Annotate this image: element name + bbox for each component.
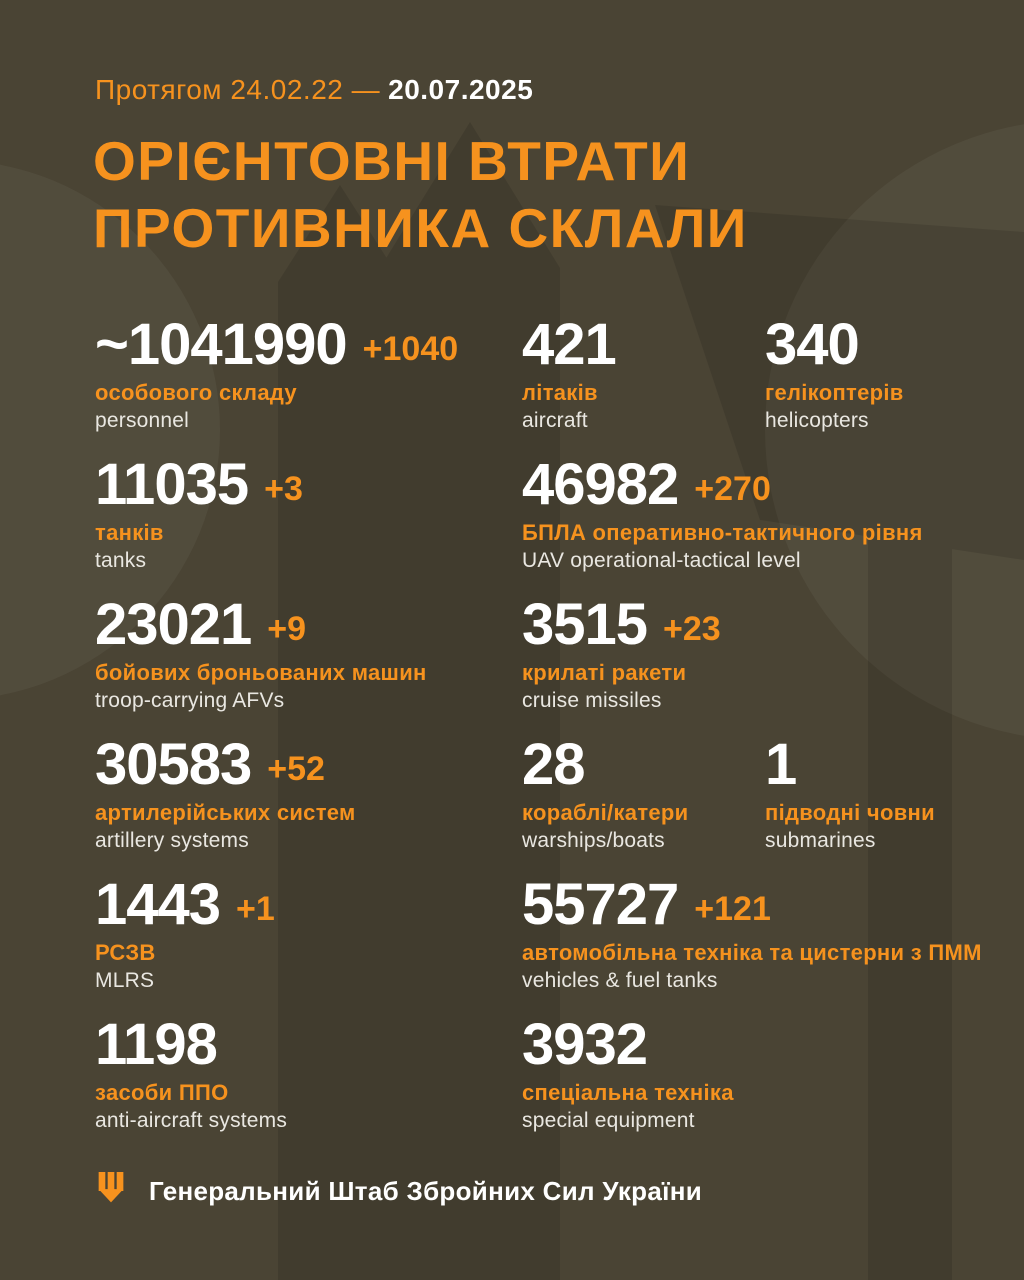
stats-row-5: 1443 +1 РСЗВ MLRS 55727 +121 автомобільн… — [95, 876, 984, 1016]
stat-uav-value: 46982 — [522, 452, 679, 517]
stats-row-3: 23021 +9 бойових броньованих машин troop… — [95, 596, 984, 736]
stat-tanks: 11035 +3 танків tanks — [95, 456, 522, 596]
stat-afv-label-ua: бойових броньованих машин — [95, 660, 427, 685]
stat-cruise-missiles-delta: +23 — [663, 610, 721, 648]
period-current-date: 20.07.2025 — [388, 74, 534, 105]
stat-artillery-delta: +52 — [267, 750, 325, 788]
stat-vehicles-delta: +121 — [694, 890, 771, 928]
stat-tanks-label-en: tanks — [95, 549, 147, 573]
stat-afv: 23021 +9 бойових броньованих машин troop… — [95, 596, 522, 736]
losses-stats-grid: ~1041990 +1040 особового складу personne… — [95, 316, 984, 1156]
stat-warships: 28 кораблі/катери warships/boats — [522, 736, 765, 876]
stats-row-1: ~1041990 +1040 особового складу personne… — [95, 316, 984, 456]
stat-personnel-label-en: personnel — [95, 409, 190, 433]
stat-submarines-label-ua: підводні човни — [765, 800, 935, 825]
stat-helicopters: 340 гелікоптерів helicopters — [765, 316, 984, 456]
stat-mlrs-label-ua: РСЗВ — [95, 940, 156, 965]
stat-cruise-missiles: 3515 +23 крилаті ракети cruise missiles — [522, 596, 721, 736]
stat-mlrs-delta: +1 — [236, 890, 275, 928]
stat-anti-aircraft: 1198 засоби ППО anti-aircraft systems — [95, 1016, 522, 1156]
stat-anti-aircraft-label-ua: засоби ППО — [95, 1080, 229, 1105]
stats-row-5-right: 55727 +121 автомобільна техніка та цисте… — [522, 876, 984, 1016]
stat-special-equipment-value: 3932 — [522, 1012, 648, 1077]
stat-special-equipment: 3932 спеціальна техніка special equipmen… — [522, 1016, 734, 1156]
stat-special-equipment-label-en: special equipment — [522, 1109, 695, 1133]
stat-aircraft-label-en: aircraft — [522, 409, 588, 433]
stat-warships-label-ua: кораблі/катери — [522, 800, 689, 825]
stat-artillery-label-en: artillery systems — [95, 829, 249, 853]
stat-submarines: 1 підводні човни submarines — [765, 736, 984, 876]
stat-anti-aircraft-value: 1198 — [95, 1012, 218, 1077]
stat-artillery-label-ua: артилерійських систем — [95, 800, 356, 825]
stat-tanks-delta: +3 — [264, 470, 303, 508]
period-start-label: Протягом 24.02.22 — — [95, 74, 381, 105]
stat-cruise-missiles-value: 3515 — [522, 592, 648, 657]
stat-afv-delta: +9 — [267, 610, 307, 648]
stats-row-2-right: 46982 +270 БПЛА оперативно-тактичного рі… — [522, 456, 984, 596]
stat-helicopters-label-en: helicopters — [765, 409, 869, 433]
stat-uav-label-ua: БПЛА оперативно-тактичного рівня — [522, 520, 923, 545]
stat-mlrs-value: 1443 — [95, 872, 221, 937]
stat-vehicles: 55727 +121 автомобільна техніка та цисте… — [522, 876, 982, 1016]
stat-vehicles-value: 55727 — [522, 872, 679, 937]
stat-personnel: ~1041990 +1040 особового складу personne… — [95, 316, 522, 456]
stat-uav-delta: +270 — [694, 470, 771, 508]
stat-submarines-value: 1 — [765, 732, 797, 797]
stat-mlrs: 1443 +1 РСЗВ MLRS — [95, 876, 522, 1016]
stat-uav: 46982 +270 БПЛА оперативно-тактичного рі… — [522, 456, 923, 596]
stat-aircraft-value: 421 — [522, 312, 617, 377]
stat-personnel-delta: +1040 — [362, 330, 459, 368]
stat-anti-aircraft-label-en: anti-aircraft systems — [95, 1109, 288, 1133]
stat-artillery: 30583 +52 артилерійських систем artiller… — [95, 736, 522, 876]
title-line-2: ПРОТИВНИКА СКЛАЛИ — [93, 197, 748, 260]
footer: Генеральний Штаб Збройних Сил України — [95, 1172, 702, 1210]
stat-submarines-label-en: submarines — [765, 829, 876, 853]
stat-aircraft-label-ua: літаків — [522, 380, 598, 405]
stat-helicopters-value: 340 — [765, 312, 860, 377]
page-title: ОРІЄНТОВНІ ВТРАТИ ПРОТИВНИКА СКЛАЛИ — [93, 128, 748, 262]
stats-row-4-right: 28 кораблі/катери warships/boats 1 підво… — [522, 736, 984, 876]
ukraine-trident-icon — [98, 1172, 124, 1203]
title-line-1: ОРІЄНТОВНІ ВТРАТИ — [93, 130, 691, 192]
stat-special-equipment-label-ua: спеціальна техніка — [522, 1080, 734, 1105]
stat-afv-label-en: troop-carrying AFVs — [95, 689, 285, 713]
stat-cruise-missiles-label-ua: крилаті ракети — [522, 660, 687, 685]
stat-cruise-missiles-label-en: cruise missiles — [522, 689, 662, 713]
stat-helicopters-label-ua: гелікоптерів — [765, 380, 904, 405]
stats-row-4: 30583 +52 артилерійських систем artiller… — [95, 736, 984, 876]
stat-warships-label-en: warships/boats — [522, 829, 665, 853]
stat-vehicles-label-en: vehicles & fuel tanks — [522, 969, 718, 993]
stat-personnel-value: ~1041990 — [95, 312, 348, 377]
stats-row-3-right: 3515 +23 крилаті ракети cruise missiles — [522, 596, 984, 736]
stat-mlrs-label-en: MLRS — [95, 969, 155, 993]
stat-tanks-label-ua: танків — [95, 520, 164, 545]
stats-row-1-right: 421 літаків aircraft 340 гелікоптерів he… — [522, 316, 984, 456]
stats-row-2: 11035 +3 танків tanks 46982 +270 БПЛА оп… — [95, 456, 984, 596]
reporting-period: Протягом 24.02.22 —20.07.2025 — [95, 74, 533, 106]
stat-artillery-value: 30583 — [95, 732, 252, 797]
stats-row-6: 1198 засоби ППО anti-aircraft systems 39… — [95, 1016, 984, 1156]
stat-tanks-value: 11035 — [95, 452, 249, 517]
stats-row-6-right: 3932 спеціальна техніка special equipmen… — [522, 1016, 984, 1156]
stat-personnel-label-ua: особового складу — [95, 380, 297, 405]
footer-organization: Генеральний Штаб Збройних Сил України — [149, 1175, 702, 1206]
stat-warships-value: 28 — [522, 732, 586, 797]
stat-aircraft: 421 літаків aircraft — [522, 316, 765, 456]
stat-afv-value: 23021 — [95, 592, 252, 657]
stat-uav-label-en: UAV operational-tactical level — [522, 549, 801, 573]
stat-vehicles-label-ua: автомобільна техніка та цистерни з ПММ — [522, 940, 982, 965]
